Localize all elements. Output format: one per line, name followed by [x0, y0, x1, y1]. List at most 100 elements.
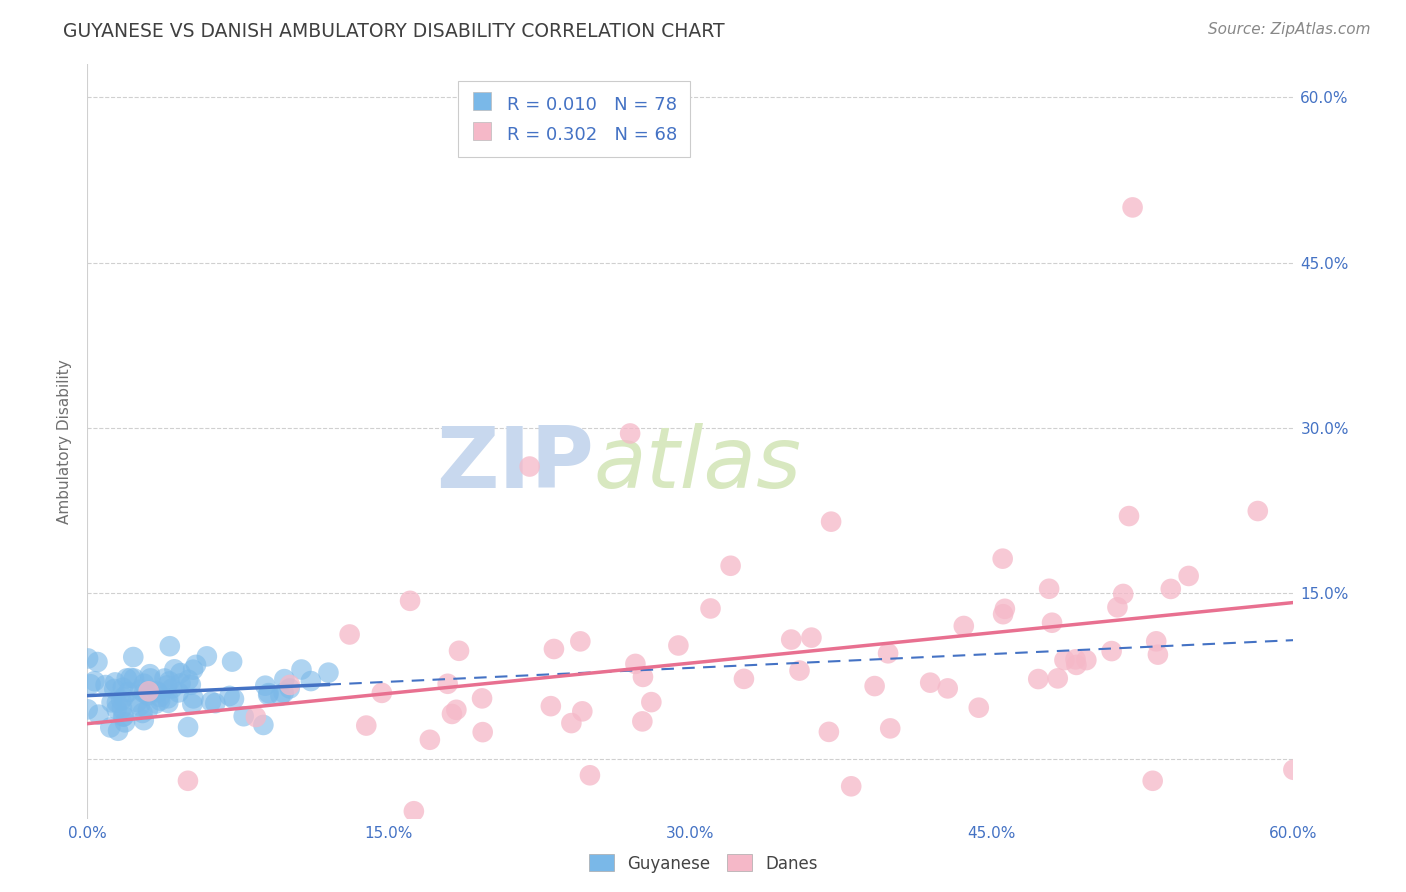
Point — [1147, 648, 1170, 662]
Point — [540, 699, 562, 714]
Point — [100, 695, 122, 709]
Legend: Guyanese, Danes: Guyanese, Danes — [582, 847, 824, 880]
Point — [105, 696, 128, 710]
Point — [257, 686, 280, 700]
Point — [157, 691, 180, 706]
Point — [290, 663, 312, 677]
Point — [146, 685, 169, 699]
Point — [446, 703, 468, 717]
Point — [991, 551, 1014, 566]
Point — [257, 688, 280, 702]
Point — [79, 677, 101, 691]
Point — [232, 709, 254, 723]
Point — [624, 657, 647, 671]
Point — [668, 639, 690, 653]
Point — [83, 674, 105, 689]
Point — [994, 602, 1017, 616]
Point — [127, 695, 149, 709]
Y-axis label: Ambulatory Disability: Ambulatory Disability — [58, 359, 72, 524]
Point — [619, 426, 641, 441]
Point — [136, 703, 159, 717]
Point — [733, 672, 755, 686]
Point — [87, 707, 110, 722]
Text: GUYANESE VS DANISH AMBULATORY DISABILITY CORRELATION CHART: GUYANESE VS DANISH AMBULATORY DISABILITY… — [63, 22, 725, 41]
Point — [1101, 644, 1123, 658]
Text: Source: ZipAtlas.com: Source: ZipAtlas.com — [1208, 22, 1371, 37]
Point — [195, 649, 218, 664]
Point — [94, 678, 117, 692]
Point — [129, 682, 152, 697]
Point — [204, 696, 226, 710]
Point — [1144, 634, 1167, 648]
Point — [631, 714, 654, 729]
Point — [138, 684, 160, 698]
Point — [1053, 653, 1076, 667]
Point — [149, 690, 172, 704]
Point — [112, 709, 135, 723]
Point — [1177, 569, 1199, 583]
Point — [920, 675, 942, 690]
Point — [153, 672, 176, 686]
Point — [560, 716, 582, 731]
Point — [1247, 504, 1270, 518]
Point — [184, 657, 207, 672]
Point — [181, 697, 204, 711]
Point — [1122, 201, 1144, 215]
Point — [111, 681, 134, 695]
Point — [1160, 582, 1182, 596]
Point — [156, 678, 179, 692]
Point — [98, 721, 121, 735]
Point — [254, 679, 277, 693]
Point — [436, 677, 458, 691]
Point — [177, 720, 200, 734]
Point — [299, 674, 322, 689]
Point — [157, 696, 180, 710]
Point — [112, 709, 135, 723]
Point — [107, 723, 129, 738]
Point — [183, 691, 205, 706]
Point — [1046, 672, 1069, 686]
Point — [132, 686, 155, 700]
Point — [200, 695, 222, 709]
Point — [1142, 773, 1164, 788]
Point — [1112, 587, 1135, 601]
Point — [1066, 657, 1088, 672]
Point — [579, 768, 602, 782]
Legend: R = 0.010   N = 78, R = 0.302   N = 68: R = 0.010 N = 78, R = 0.302 N = 68 — [458, 80, 690, 157]
Point — [111, 701, 134, 715]
Point — [77, 651, 100, 665]
Point — [157, 674, 180, 689]
Point — [132, 713, 155, 727]
Point — [245, 710, 267, 724]
Point — [269, 689, 291, 703]
Point — [167, 685, 190, 699]
Point — [1118, 509, 1140, 524]
Point — [112, 690, 135, 705]
Point — [128, 698, 150, 713]
Point — [110, 693, 132, 707]
Point — [122, 672, 145, 686]
Point — [76, 702, 98, 716]
Point — [273, 686, 295, 700]
Point — [640, 695, 662, 709]
Point — [699, 601, 721, 615]
Point — [104, 675, 127, 690]
Point — [163, 662, 186, 676]
Point — [103, 681, 125, 696]
Point — [789, 664, 811, 678]
Text: atlas: atlas — [593, 423, 801, 506]
Point — [879, 722, 901, 736]
Point — [169, 666, 191, 681]
Point — [136, 689, 159, 703]
Point — [356, 718, 378, 732]
Point — [252, 718, 274, 732]
Point — [419, 732, 441, 747]
Point — [371, 686, 394, 700]
Point — [1040, 615, 1063, 630]
Point — [839, 779, 862, 793]
Point — [139, 672, 162, 686]
Point — [159, 639, 181, 653]
Point — [339, 627, 361, 641]
Point — [180, 678, 202, 692]
Point — [1038, 582, 1060, 596]
